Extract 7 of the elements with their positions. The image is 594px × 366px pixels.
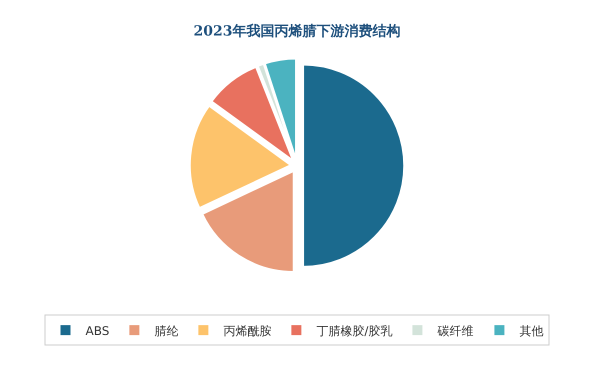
legend-label: 其他 [519,324,544,338]
legend-label: 碳纤维 [436,324,474,338]
legend-label: 腈纶 [154,324,178,338]
chart-title: 2023年我国丙烯腈下游消费结构 [194,23,400,40]
legend-label: 丁腈橡胶/胶乳 [316,324,392,338]
legend-label: 丙烯酰胺 [223,324,272,338]
legend-label: ABS [86,324,110,338]
